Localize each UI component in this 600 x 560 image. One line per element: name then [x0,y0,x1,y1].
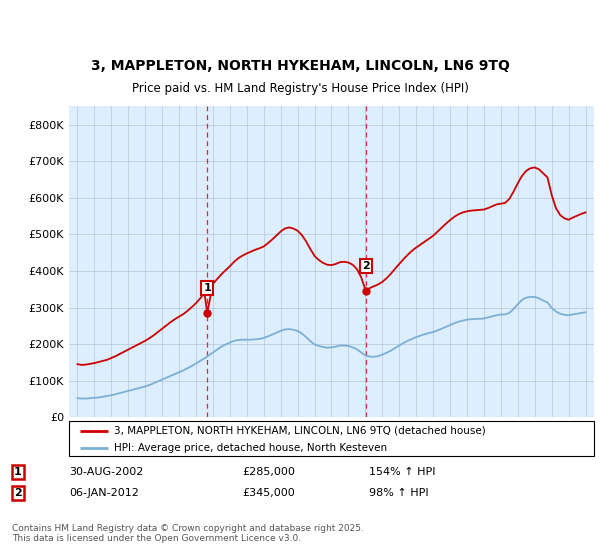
Text: £285,000: £285,000 [242,467,295,477]
Text: HPI: Average price, detached house, North Kesteven: HPI: Average price, detached house, Nort… [113,442,387,452]
Text: 2: 2 [14,488,22,498]
Text: Price paid vs. HM Land Registry's House Price Index (HPI): Price paid vs. HM Land Registry's House … [131,82,469,95]
Text: 2: 2 [362,261,370,271]
Text: Contains HM Land Registry data © Crown copyright and database right 2025.
This d: Contains HM Land Registry data © Crown c… [12,524,364,543]
Text: 1: 1 [203,283,211,293]
Text: £345,000: £345,000 [242,488,295,498]
Text: 1: 1 [14,467,22,477]
Text: 06-JAN-2012: 06-JAN-2012 [70,488,139,498]
Text: 98% ↑ HPI: 98% ↑ HPI [369,488,429,498]
Text: 30-AUG-2002: 30-AUG-2002 [70,467,144,477]
Text: 154% ↑ HPI: 154% ↑ HPI [369,467,436,477]
Text: 3, MAPPLETON, NORTH HYKEHAM, LINCOLN, LN6 9TQ: 3, MAPPLETON, NORTH HYKEHAM, LINCOLN, LN… [91,59,509,73]
Text: 3, MAPPLETON, NORTH HYKEHAM, LINCOLN, LN6 9TQ (detached house): 3, MAPPLETON, NORTH HYKEHAM, LINCOLN, LN… [113,426,485,436]
